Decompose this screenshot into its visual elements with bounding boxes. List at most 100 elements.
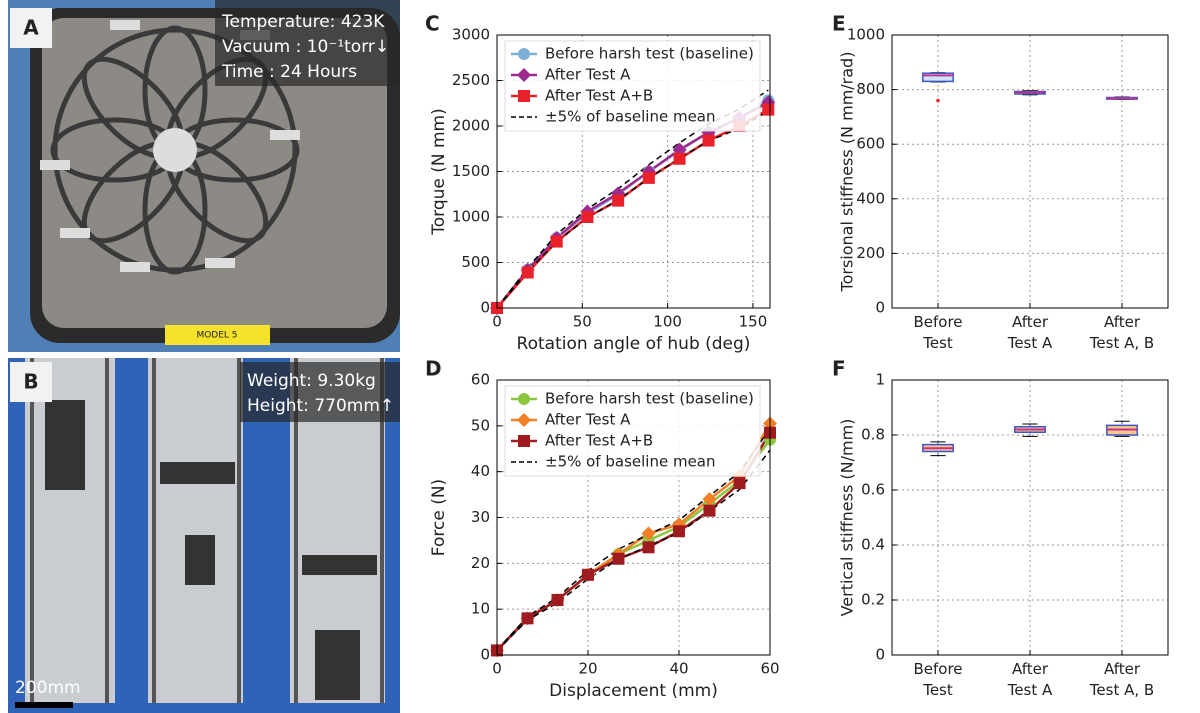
x-tick-label: After Test A, B <box>1089 660 1155 699</box>
data-point <box>612 552 625 565</box>
series-line <box>496 108 769 309</box>
data-point <box>581 211 594 223</box>
x-tick-label: 20 <box>578 660 597 678</box>
y-tick-label: 0 <box>875 299 885 317</box>
x-tick-label: 60 <box>760 660 779 678</box>
y-tick-label: 60 <box>471 371 490 389</box>
data-point <box>521 612 534 625</box>
y-tick-label: 0.8 <box>861 426 885 444</box>
x-axis-label: Displacement (mm) <box>549 681 718 701</box>
data-point <box>551 594 564 606</box>
photo-overlay-text: Temperature: 423K <box>221 12 385 32</box>
photo-overlay-text: Height: 770mm↑ <box>247 396 394 416</box>
legend-marker <box>518 435 530 447</box>
data-point <box>702 134 715 147</box>
x-tick-label: 0 <box>492 313 502 331</box>
x-tick-label-box: Before Test <box>913 660 963 699</box>
y-tick-label: 200 <box>856 244 885 262</box>
legend-label: After Test A <box>545 66 631 84</box>
data-point <box>673 152 686 165</box>
y-tick-label: 400 <box>856 189 885 207</box>
legend-label: After Test A <box>545 411 631 429</box>
series-line <box>496 110 769 309</box>
y-tick-label: 0.6 <box>861 481 885 499</box>
y-tick-label: 1000 <box>452 208 490 226</box>
x-tick-label: Before Test <box>913 660 963 699</box>
box <box>922 72 954 83</box>
photo-a: MODEL 5 Temperature: 423K Vacuum : 10⁻¹t… <box>8 0 400 352</box>
y-tick-label: 1000 <box>847 26 885 44</box>
panel-label: B <box>23 370 38 394</box>
y-tick-label: 2500 <box>452 71 490 89</box>
series-line <box>496 89 769 309</box>
x-tick-label: After Test A, B <box>1089 313 1155 352</box>
y-tick-label: 40 <box>471 462 490 480</box>
data-point <box>642 171 655 184</box>
y-tick-label: 0 <box>875 646 885 664</box>
data-point <box>703 504 716 517</box>
data-point <box>612 194 625 207</box>
legend-label: Before harsh test (baseline) <box>545 45 754 63</box>
data-point <box>642 541 655 554</box>
x-tick-label: After Test A <box>1007 313 1053 352</box>
plot-frame <box>496 379 771 656</box>
data-point <box>762 103 775 116</box>
x-tick-label-box: After Test A <box>1007 313 1053 352</box>
panel-label: C <box>425 12 440 36</box>
data-point <box>550 235 563 248</box>
legend-box <box>504 385 761 477</box>
y-tick-label: 30 <box>471 508 490 526</box>
x-tick-label: 0 <box>492 660 502 678</box>
y-tick-label: 0.4 <box>861 536 885 554</box>
y-tick-label: 600 <box>856 135 885 153</box>
series-line <box>496 428 771 651</box>
photo-b: Weight: 9.30kg Height: 770mm↑ B 200mm <box>8 358 400 713</box>
y-tick-label: 500 <box>461 253 490 271</box>
y-tick-label: 800 <box>856 80 885 98</box>
x-tick-label: 50 <box>573 313 592 331</box>
x-tick-label: Before Test <box>913 313 963 352</box>
y-tick-label: 50 <box>471 416 490 434</box>
x-tick-label: 100 <box>653 313 682 331</box>
y-tick-label: 0 <box>480 646 490 664</box>
data-point <box>673 525 685 538</box>
legend-label: ±5% of baseline mean <box>545 453 716 471</box>
y-tick-label: 0.2 <box>861 591 885 609</box>
legend-label: Before harsh test (baseline) <box>545 390 754 408</box>
data-point <box>733 477 746 490</box>
data-point <box>641 526 656 541</box>
photo-overlay-text: Time : 24 Hours <box>221 62 357 82</box>
legend-label: After Test A+B <box>545 432 653 450</box>
y-tick-label: 10 <box>471 600 490 618</box>
legend-marker <box>518 393 530 405</box>
y-tick-label: 1 <box>875 371 885 389</box>
y-tick-label: 3000 <box>452 26 490 44</box>
data-point <box>702 492 717 507</box>
y-axis-label: Torque (N mm) <box>429 108 449 236</box>
x-tick-label: After Test A <box>1007 660 1053 699</box>
x-tick-label-box: After Test A <box>1007 660 1053 699</box>
y-axis-label: Torsional stiffness (N mm/rad) <box>838 52 857 293</box>
x-tick-label: 40 <box>669 660 688 678</box>
photo-overlay-text: Weight: 9.30kg <box>247 371 376 391</box>
scale-bar-label: 200mm <box>15 678 81 698</box>
legend-marker <box>518 48 530 60</box>
x-tick-label-box: Before Test <box>913 313 963 352</box>
photo-sign: MODEL 5 <box>196 331 237 341</box>
panel-label: F <box>832 357 846 381</box>
data-point <box>582 568 594 581</box>
legend-marker <box>517 68 531 82</box>
plot-frame <box>891 34 1169 309</box>
y-axis-label: Force (N) <box>429 479 449 556</box>
series-line <box>496 432 772 652</box>
y-tick-label: 2000 <box>452 117 490 135</box>
legend-label: ±5% of baseline mean <box>545 108 716 126</box>
series-line <box>496 449 771 652</box>
outlier <box>936 98 940 103</box>
plot-frame <box>496 34 771 309</box>
panel-label: E <box>832 12 846 36</box>
panel-label: D <box>425 357 442 381</box>
legend-marker <box>517 413 531 427</box>
